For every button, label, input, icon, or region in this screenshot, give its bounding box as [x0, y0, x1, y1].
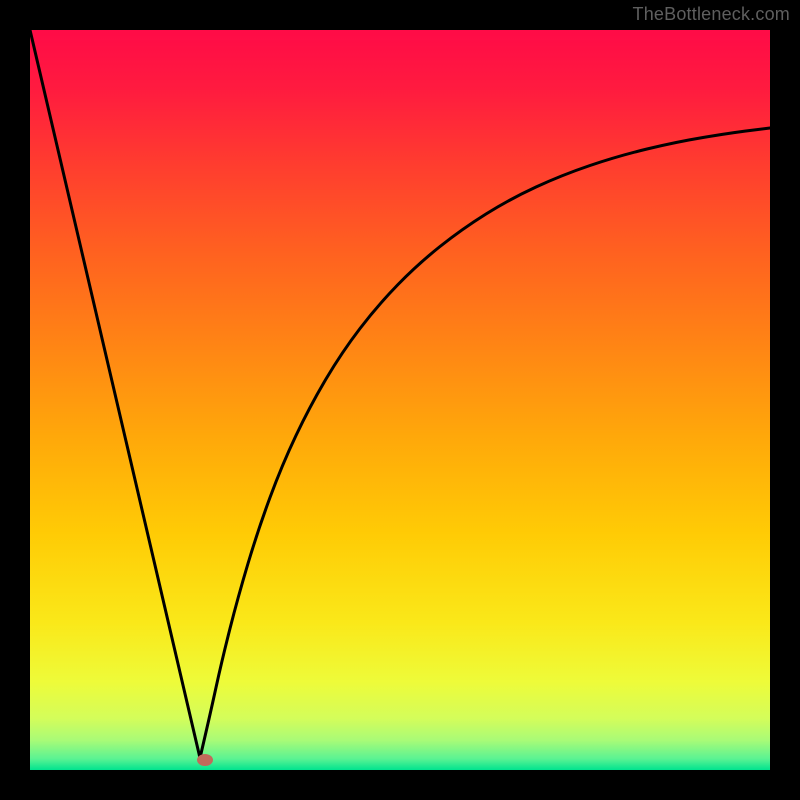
minimum-marker [197, 754, 213, 766]
watermark-text: TheBottleneck.com [633, 4, 790, 25]
chart-svg [0, 0, 800, 800]
chart-container: TheBottleneck.com [0, 0, 800, 800]
plot-background [30, 30, 770, 770]
